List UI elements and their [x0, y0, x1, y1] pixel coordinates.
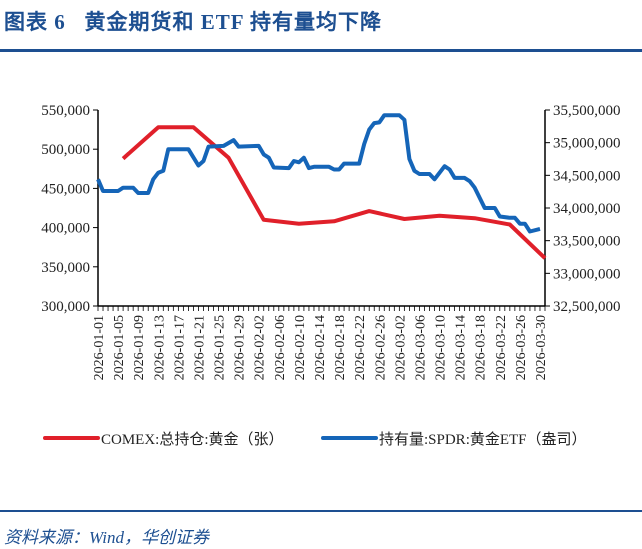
x-tick-label: 2026-03-18 — [474, 315, 489, 380]
series-lines — [96, 113, 547, 260]
x-tick-label: 2026-02-22 — [353, 315, 368, 380]
legend-label: 持有量:SPDR:黄金ETF（盎司） — [379, 431, 587, 448]
x-tick-label: 2026-02-18 — [333, 315, 348, 380]
x-tick-label: 2026-03-10 — [434, 315, 449, 380]
left-tick-label: 400,000 — [41, 221, 90, 237]
comex-series-line — [121, 125, 547, 260]
x-tick-label: 2026-02-02 — [253, 315, 268, 380]
spdr-series-line — [96, 113, 541, 234]
dual-axis-line-chart: 300,000 350,000 400,000 450,000 500,000 550,0… — [41, 103, 620, 448]
right-tick-label: 32,500,000 — [553, 299, 621, 315]
x-tick-label: 2026-03-14 — [454, 315, 469, 380]
right-tick-label: 34,000,000 — [553, 201, 621, 217]
x-tick-label: 2026-03-26 — [514, 315, 529, 380]
right-tick-label: 35,500,000 — [553, 103, 621, 119]
x-tick-label: 2026-01-01 — [92, 315, 107, 380]
axes: 300,000 350,000 400,000 450,000 500,000 550,0… — [41, 103, 620, 380]
left-tick-label: 350,000 — [41, 260, 90, 276]
x-tick-label: 2026-01-17 — [172, 315, 187, 380]
left-tick-label: 450,000 — [41, 181, 90, 197]
right-tick-label: 33,500,000 — [553, 234, 621, 250]
x-tick-label: 2026-01-29 — [233, 315, 248, 380]
figure-title: 图表 6 黄金期货和 ETF 持有量均下降 — [4, 10, 383, 34]
x-tick-label: 2026-03-06 — [413, 315, 428, 380]
legend: COMEX:总持仓:黄金（张） 持有量:SPDR:黄金ETF（盎司） — [43, 431, 587, 448]
x-tick-label: 2026-01-25 — [213, 315, 228, 380]
x-tick-label: 2026-01-13 — [152, 315, 167, 380]
source-note: 资料来源：Wind，华创证券 — [4, 528, 209, 547]
x-tick-label: 2026-03-02 — [393, 315, 408, 380]
x-tick-label: 2026-01-09 — [132, 315, 147, 380]
right-tick-label: 34,500,000 — [553, 168, 621, 184]
x-tick-label: 2026-02-10 — [293, 315, 308, 380]
x-tick-label: 2026-02-06 — [273, 315, 288, 380]
x-tick-label: 2026-02-26 — [373, 315, 388, 380]
x-tick-label: 2026-02-14 — [313, 315, 328, 380]
title-divider — [0, 49, 642, 52]
x-tick-label: 2026-03-30 — [534, 315, 549, 380]
left-tick-label: 500,000 — [41, 142, 90, 158]
left-tick-label: 550,000 — [41, 103, 90, 119]
source-divider — [0, 510, 642, 512]
right-tick-label: 33,000,000 — [553, 266, 621, 282]
x-tick-label: 2026-03-22 — [494, 315, 509, 380]
x-tick-label: 2026-01-21 — [192, 315, 207, 380]
right-tick-label: 35,000,000 — [553, 136, 621, 152]
legend-label: COMEX:总持仓:黄金（张） — [101, 431, 284, 448]
left-tick-label: 300,000 — [41, 299, 90, 315]
x-tick-label: 2026-01-05 — [112, 315, 127, 380]
